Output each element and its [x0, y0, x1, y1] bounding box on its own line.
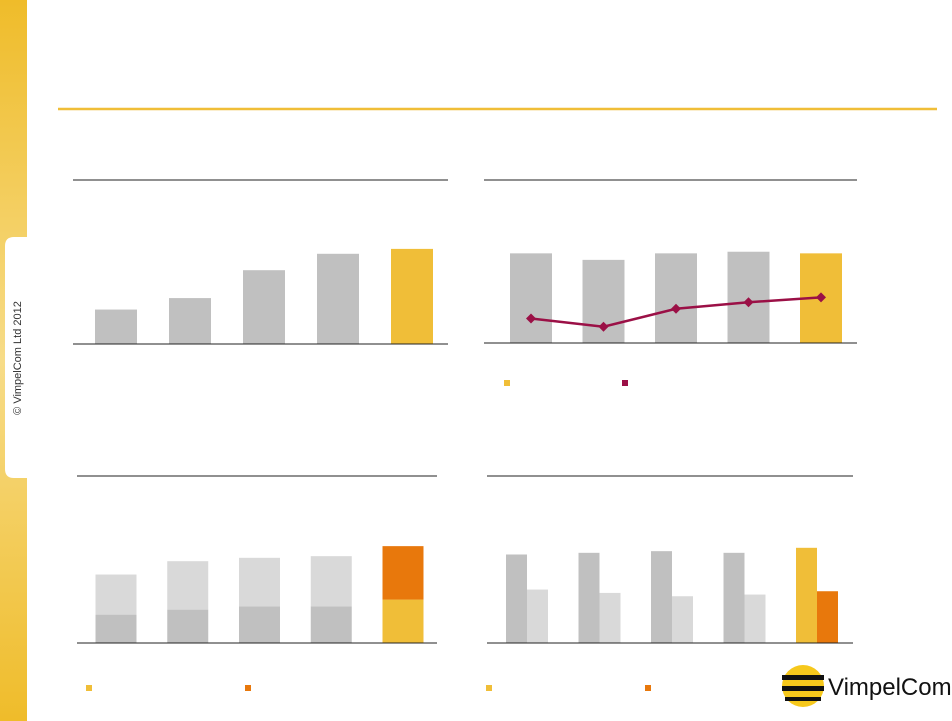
bar — [95, 574, 137, 615]
bar — [382, 599, 424, 643]
bar — [391, 248, 433, 344]
bar — [672, 596, 693, 643]
logo: VimpelCom — [782, 665, 952, 707]
bar — [95, 614, 137, 643]
bar — [599, 592, 621, 643]
bar — [651, 551, 672, 643]
bar — [239, 557, 280, 607]
bar — [796, 547, 817, 643]
bar — [510, 253, 552, 343]
bar — [527, 589, 548, 643]
line-marker — [743, 297, 754, 308]
bar — [167, 561, 209, 610]
bar — [310, 606, 352, 643]
bar — [744, 594, 766, 643]
legend-swatch — [504, 380, 510, 386]
logo-stripe — [785, 697, 821, 701]
bar — [310, 556, 352, 607]
bar — [382, 546, 424, 600]
legend-swatch — [86, 685, 92, 691]
bar — [169, 298, 211, 344]
bar — [317, 253, 359, 344]
logo-stripe — [782, 686, 824, 691]
legend-swatch — [245, 685, 251, 691]
legend-swatch — [645, 685, 651, 691]
bar — [95, 309, 137, 344]
line-marker — [598, 321, 609, 332]
legend-swatch — [486, 685, 492, 691]
bar — [506, 554, 527, 643]
logo-text: VimpelCom — [828, 674, 952, 701]
logo-stripe — [782, 675, 824, 680]
line-marker — [671, 303, 681, 314]
line-marker — [816, 292, 826, 303]
bar — [578, 552, 600, 643]
bar — [817, 591, 838, 643]
bar — [655, 253, 697, 343]
line-marker — [526, 313, 536, 324]
copyright: © VimpelCom Ltd 2012 — [12, 301, 24, 415]
sidebar-tab — [5, 237, 27, 478]
bar — [239, 606, 280, 643]
bar — [243, 270, 285, 344]
bar — [723, 552, 745, 643]
legend-swatch — [622, 380, 628, 386]
bar — [167, 609, 209, 643]
